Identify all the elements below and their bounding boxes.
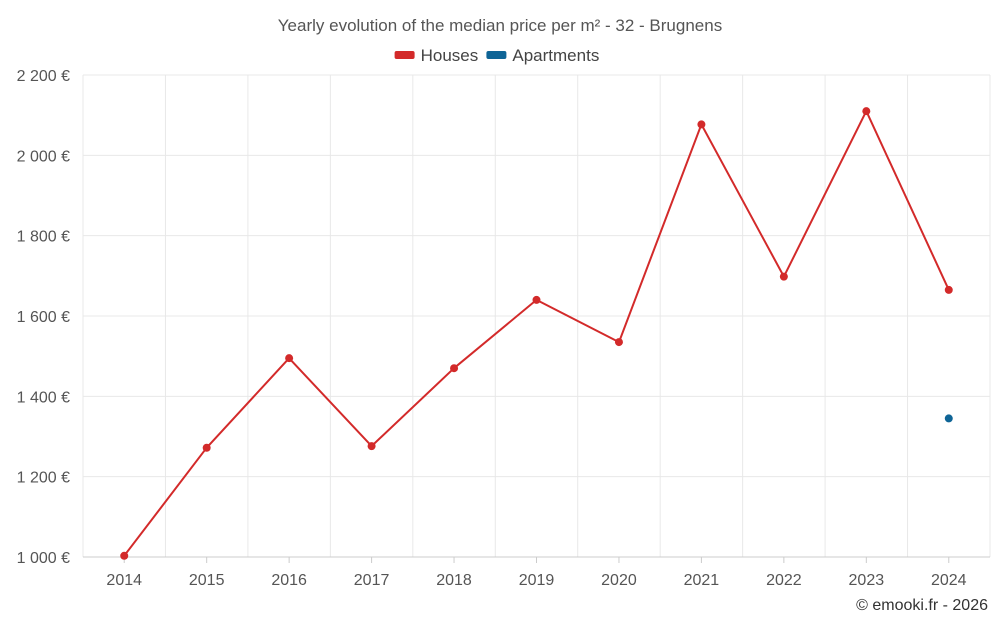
legend-swatch-apartments [486,51,507,59]
data-point-houses-2020[interactable] [614,338,623,347]
y-tick-label-1200: 1 200 € [17,470,70,487]
y-tick-label-2200: 2 200 € [17,68,70,85]
data-point-houses-2015[interactable] [202,443,211,452]
legend-swatch-houses [394,51,415,59]
y-tick-label-1000: 1 000 € [17,550,70,567]
chart-axes: 1 000 € 1 200 € 1 400 € 1 600 € 1 800 € 2 000… [17,68,990,589]
x-tick-label-2016: 2016 [271,572,307,589]
y-tick-label-1400: 1 400 € [17,389,70,406]
data-point-apartments-2024[interactable] [944,414,953,423]
y-tick-label-1800: 1 800 € [17,229,70,246]
chart-series [120,107,953,560]
data-point-houses-2018[interactable] [450,364,459,373]
series-houses [120,107,953,560]
legend-label-apartments: Apartments [512,46,599,65]
chart-title: Yearly evolution of the median price per… [278,16,722,35]
legend-item-apartments[interactable]: Apartments [486,46,599,65]
x-tick-label-2017: 2017 [354,572,390,589]
legend-label-houses: Houses [421,46,479,65]
x-tick-label-2020: 2020 [601,572,637,589]
credit-text: © emooki.fr - 2026 [856,597,988,614]
x-tick-label-2022: 2022 [766,572,802,589]
x-tick-label-2023: 2023 [849,572,885,589]
x-tick-label-2015: 2015 [189,572,225,589]
x-tick-label-2024: 2024 [931,572,967,589]
x-tick-label-2014: 2014 [106,572,142,589]
data-point-houses-2014[interactable] [120,551,129,560]
legend-item-houses[interactable]: Houses [394,46,479,65]
data-point-houses-2024[interactable] [944,285,953,294]
data-point-houses-2016[interactable] [285,354,294,363]
x-tick-label-2021: 2021 [684,572,720,589]
y-tick-label-2000: 2 000 € [17,148,70,165]
x-tick-label-2019: 2019 [519,572,555,589]
series-apartments [944,414,953,423]
data-point-houses-2021[interactable] [697,120,706,129]
x-tick-label-2018: 2018 [436,572,472,589]
chart-grid [82,74,991,557]
data-point-houses-2017[interactable] [367,442,376,451]
data-point-houses-2019[interactable] [532,295,541,304]
y-tick-label-1600: 1 600 € [17,309,70,326]
data-point-houses-2022[interactable] [779,272,788,281]
data-point-houses-2023[interactable] [862,107,871,116]
chart-legend: Houses Apartments [394,46,599,65]
